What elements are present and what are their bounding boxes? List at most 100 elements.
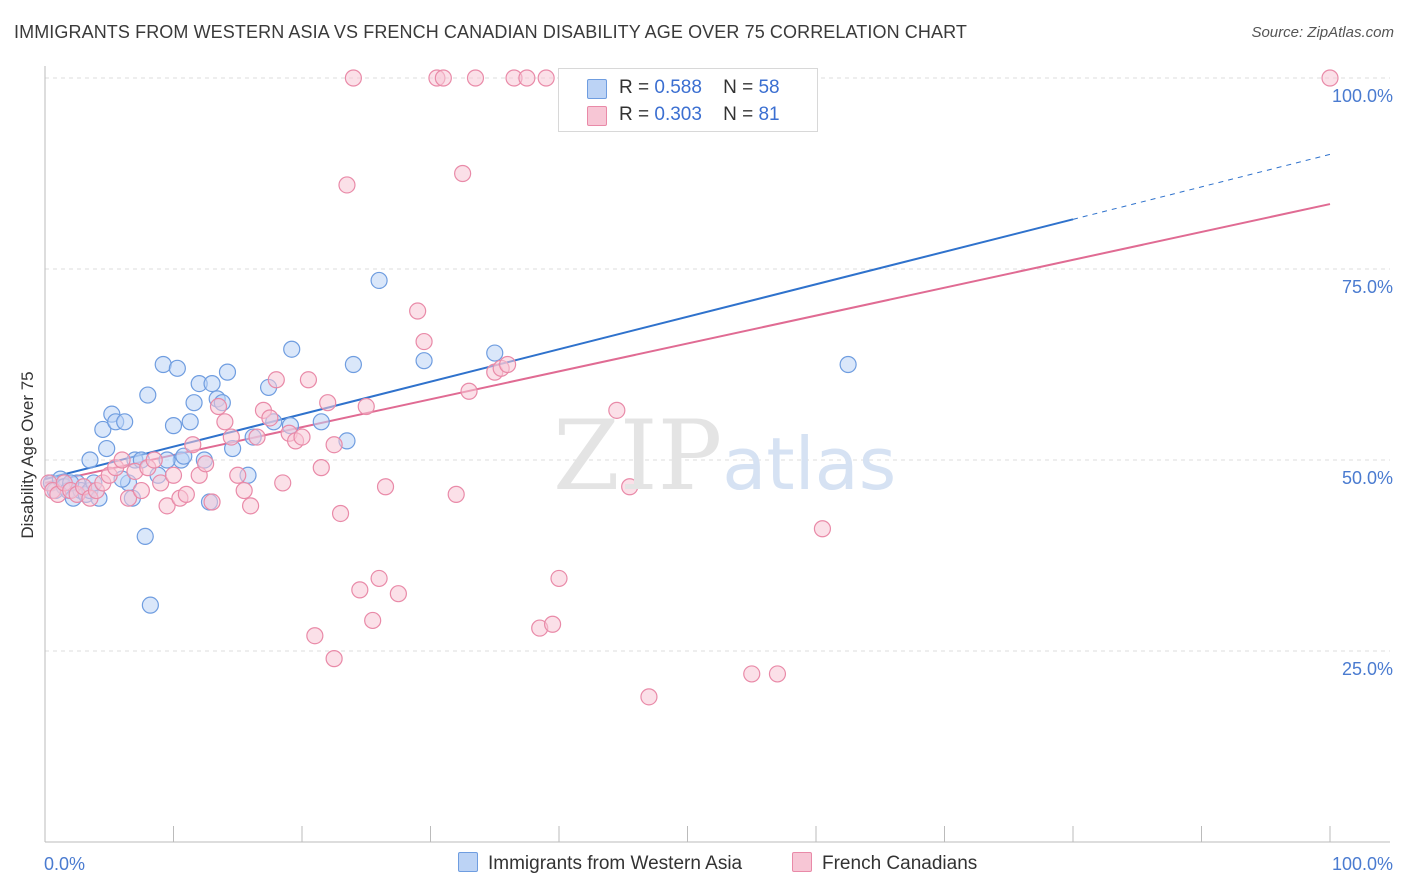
bottom-legend-french-canadians: French Canadians bbox=[792, 852, 977, 875]
data-point-french-canadians bbox=[319, 394, 337, 412]
data-point-french-canadians bbox=[434, 69, 452, 87]
data-point-western-asia bbox=[136, 527, 154, 546]
data-point-french-canadians bbox=[229, 466, 247, 484]
data-point-french-canadians bbox=[370, 569, 388, 588]
data-point-french-canadians bbox=[499, 355, 517, 374]
y-tick-label: 100.0% bbox=[1332, 86, 1393, 106]
legend-r-label: R = bbox=[619, 77, 650, 98]
legend-r-label: R = bbox=[619, 104, 650, 125]
data-point-western-asia bbox=[370, 271, 388, 290]
watermark: ZIPatlas bbox=[553, 400, 896, 512]
bottom-legend-swatch-blue bbox=[458, 852, 478, 872]
data-point-western-asia bbox=[218, 363, 237, 381]
data-point-western-asia bbox=[94, 420, 112, 439]
data-point-french-canadians bbox=[389, 585, 407, 603]
data-point-western-asia bbox=[839, 355, 857, 374]
data-point-western-asia bbox=[164, 417, 183, 435]
data-point-french-canadians bbox=[299, 371, 318, 389]
bottom-legend-label: French Canadians bbox=[822, 853, 978, 874]
data-point-french-canadians bbox=[364, 611, 382, 630]
legend: R = 0.588 N = 58 R = 0.303 N = 81 bbox=[558, 68, 818, 132]
data-point-french-canadians bbox=[357, 397, 375, 416]
bottom-legend-label: Immigrants from Western Asia bbox=[488, 853, 743, 874]
data-point-french-canadians bbox=[640, 688, 658, 706]
legend-n-label: N = bbox=[723, 77, 754, 98]
y-tick-label: 75.0% bbox=[1342, 277, 1393, 297]
trend-line-extension bbox=[1072, 153, 1331, 220]
data-point-french-canadians bbox=[242, 497, 260, 515]
data-point-french-canadians bbox=[608, 401, 626, 419]
data-point-french-canadians bbox=[344, 69, 362, 87]
data-point-french-canadians bbox=[1321, 69, 1339, 87]
legend-swatch-pink bbox=[587, 106, 607, 126]
grid bbox=[45, 77, 1390, 652]
data-point-western-asia bbox=[283, 340, 301, 358]
legend-r-value: 0.588 bbox=[654, 77, 702, 98]
data-point-french-canadians bbox=[261, 409, 279, 427]
data-point-french-canadians bbox=[145, 451, 163, 469]
data-point-western-asia bbox=[81, 451, 99, 469]
y-tick-label: 25.0% bbox=[1342, 659, 1393, 679]
data-point-western-asia bbox=[139, 386, 157, 404]
data-point-french-canadians bbox=[518, 69, 536, 87]
legend-swatch-blue bbox=[587, 79, 607, 99]
source-label: Source: ZipAtlas.com bbox=[1251, 24, 1394, 41]
data-point-french-canadians bbox=[331, 504, 350, 523]
data-point-french-canadians bbox=[543, 615, 562, 633]
data-point-french-canadians bbox=[621, 478, 639, 496]
data-point-western-asia bbox=[116, 413, 134, 431]
legend-n-value: 81 bbox=[758, 104, 780, 125]
data-point-french-canadians bbox=[235, 481, 253, 500]
legend-text: R = 0.303 N = 81 bbox=[619, 104, 780, 126]
data-point-western-asia bbox=[415, 352, 433, 370]
data-point-french-canadians bbox=[338, 176, 356, 194]
data-point-western-asia bbox=[141, 596, 159, 614]
data-point-french-canadians bbox=[306, 627, 324, 645]
data-point-french-canadians bbox=[743, 665, 761, 683]
data-point-french-canadians bbox=[177, 485, 195, 503]
data-point-french-canadians bbox=[454, 164, 472, 183]
data-point-french-canadians bbox=[152, 474, 170, 492]
data-point-french-canadians bbox=[203, 493, 221, 511]
data-point-french-canadians bbox=[222, 428, 240, 446]
trend-line-western-asia bbox=[44, 218, 1074, 481]
data-point-french-canadians bbox=[460, 382, 478, 400]
legend-r-value: 0.303 bbox=[654, 104, 702, 125]
data-point-french-canadians bbox=[466, 69, 485, 87]
x-tick-label: 0.0% bbox=[44, 854, 85, 874]
data-point-western-asia bbox=[175, 447, 193, 465]
bottom-legend-western-asia: Immigrants from Western Asia bbox=[458, 852, 742, 875]
x-tick-label: 100.0% bbox=[1332, 854, 1393, 874]
data-point-french-canadians bbox=[351, 581, 369, 599]
data-point-french-canadians bbox=[197, 455, 215, 473]
data-point-french-canadians bbox=[325, 650, 343, 668]
data-point-french-canadians bbox=[119, 489, 138, 507]
data-point-french-canadians bbox=[312, 459, 330, 477]
data-point-french-canadians bbox=[267, 371, 285, 389]
data-point-french-canadians bbox=[132, 481, 150, 500]
data-point-french-canadians bbox=[537, 69, 555, 87]
data-point-french-canadians bbox=[447, 485, 465, 503]
chart-title: IMMIGRANTS FROM WESTERN ASIA VS FRENCH C… bbox=[14, 22, 967, 42]
legend-n-label: N = bbox=[723, 104, 754, 125]
data-point-french-canadians bbox=[216, 413, 234, 431]
bottom-legend-swatch-pink bbox=[792, 852, 812, 872]
axes bbox=[44, 66, 1390, 843]
data-point-french-canadians bbox=[113, 451, 131, 469]
watermark-atlas: atlas bbox=[722, 422, 897, 506]
legend-text: R = 0.588 N = 58 bbox=[619, 77, 780, 99]
data-point-french-canadians bbox=[550, 569, 568, 588]
y-tick-label: 50.0% bbox=[1342, 468, 1393, 488]
data-point-french-canadians bbox=[158, 497, 176, 515]
data-point-french-canadians bbox=[293, 428, 311, 446]
data-point-french-canadians bbox=[376, 478, 395, 496]
y-axis-title: Disability Age Over 75 bbox=[18, 371, 37, 539]
legend-n-value: 58 bbox=[758, 77, 780, 98]
data-point-french-canadians bbox=[248, 428, 266, 446]
data-point-french-canadians bbox=[409, 302, 427, 320]
data-point-french-canadians bbox=[184, 436, 202, 454]
data-point-western-asia bbox=[181, 413, 199, 431]
watermark-zip: ZIP bbox=[553, 400, 723, 512]
data-point-french-canadians bbox=[209, 397, 228, 416]
